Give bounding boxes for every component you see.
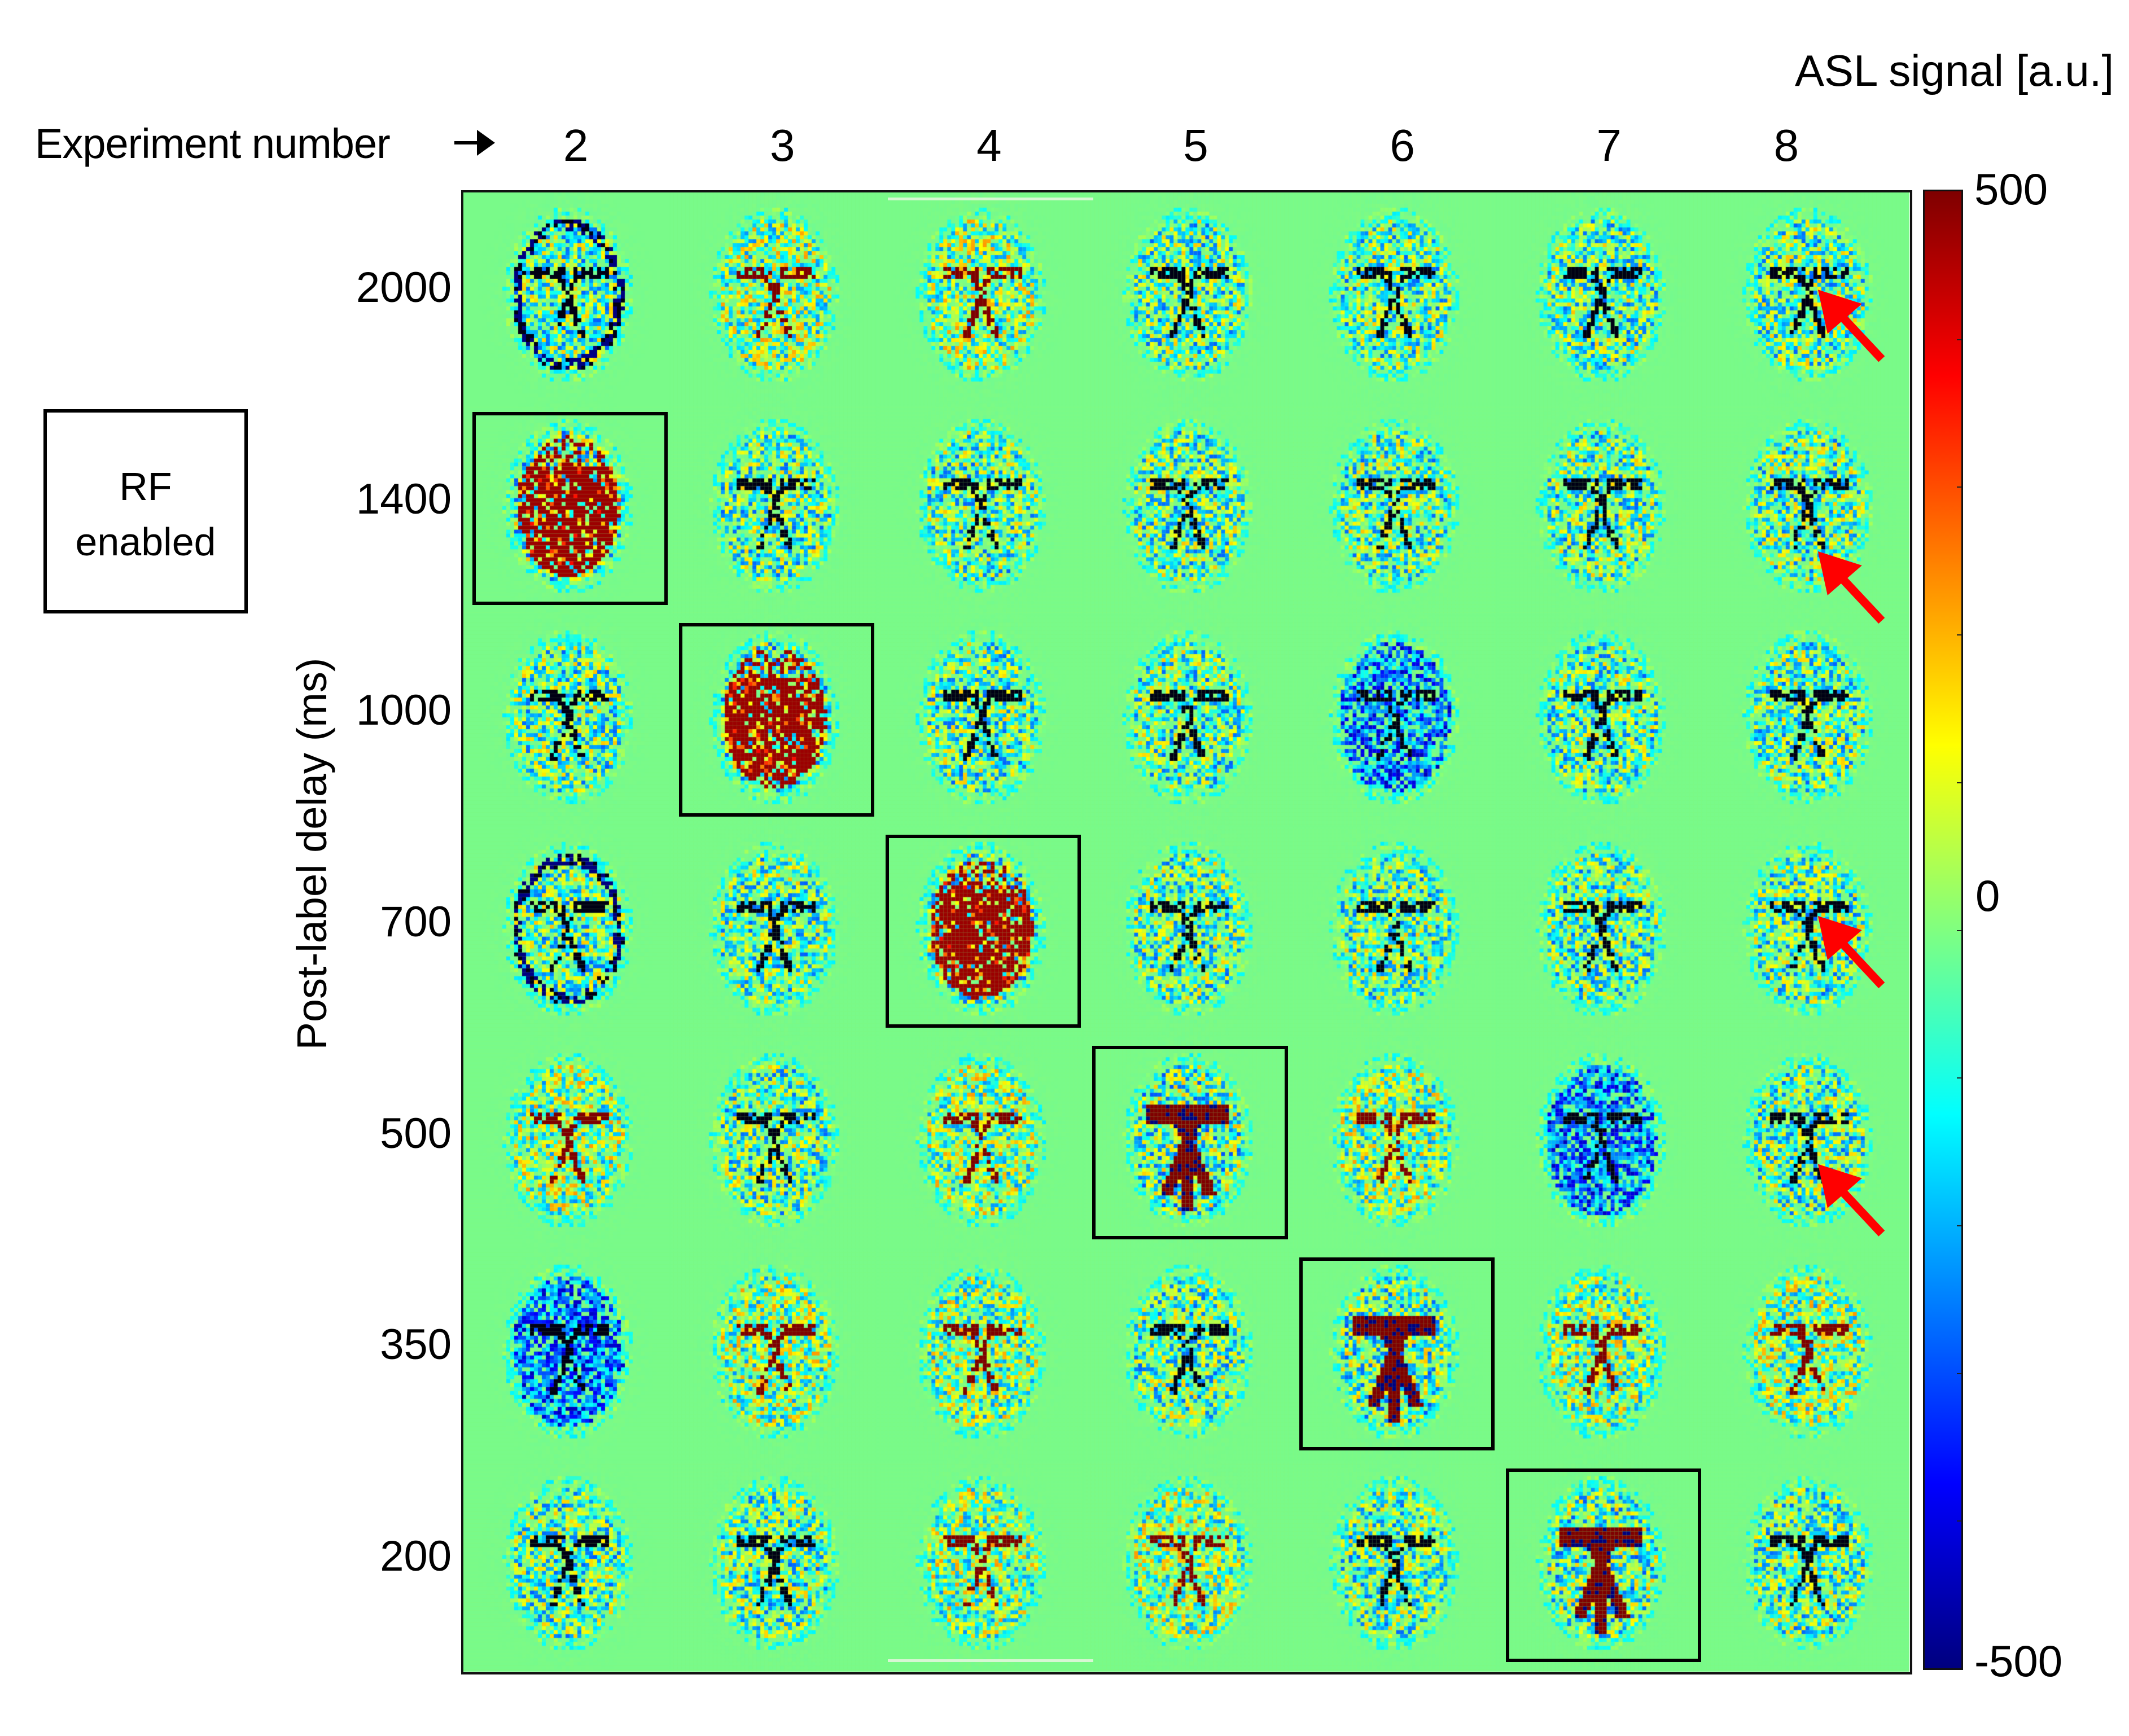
row-label-350: 350	[380, 1321, 452, 1369]
asl-cell-exp6-pld1000	[1290, 615, 1496, 826]
asl-cell-exp8-pld200	[1703, 1460, 1909, 1672]
asl-image-grid-canvas	[463, 192, 1909, 1672]
colorbar	[1923, 190, 1963, 1670]
asl-cell-exp3-pld700	[669, 826, 876, 1038]
row-label-2000: 2000	[356, 264, 452, 312]
column-label-5: 5	[1183, 120, 1208, 170]
colorbar-tick	[1957, 339, 1961, 340]
x-axis-title: Experiment number	[35, 120, 391, 167]
asl-cell-exp5-pld1400	[1083, 404, 1289, 615]
asl-cell-exp8-pld2000	[1703, 192, 1909, 404]
row-label-1400: 1400	[356, 475, 452, 523]
colorbar-tick	[1957, 486, 1961, 488]
column-label-8: 8	[1773, 120, 1799, 170]
column-label-3: 3	[769, 120, 795, 170]
row-label-1000: 1000	[356, 686, 452, 735]
asl-cell-exp7-pld500	[1496, 1037, 1703, 1249]
asl-cell-exp5-pld200	[1083, 1460, 1289, 1672]
row-label-200: 200	[380, 1532, 452, 1580]
rf-enabled-legend-line1: RF	[119, 464, 172, 508]
asl-cell-exp4-pld2000	[876, 192, 1083, 404]
asl-cell-exp4-pld200	[876, 1460, 1083, 1672]
asl-cell-exp2-pld700	[463, 826, 669, 1038]
asl-cell-exp4-pld350	[876, 1249, 1083, 1461]
asl-cell-exp2-pld1400	[463, 404, 669, 615]
colorbar-tick	[1957, 1077, 1961, 1079]
asl-cell-exp8-pld700	[1703, 826, 1909, 1038]
asl-cell-exp2-pld1000	[463, 615, 669, 826]
asl-cell-exp2-pld500	[463, 1037, 669, 1249]
y-axis-title: Post-label delay (ms)	[288, 657, 335, 1050]
asl-cell-exp5-pld500	[1083, 1037, 1289, 1249]
asl-cell-exp4-pld700	[876, 826, 1083, 1038]
column-label-2: 2	[563, 120, 589, 170]
asl-cell-exp3-pld200	[669, 1460, 876, 1672]
asl-cell-exp8-pld1000	[1703, 615, 1909, 826]
colorbar-title: ASL signal [a.u.]	[1795, 46, 2114, 95]
asl-cell-exp6-pld500	[1290, 1037, 1496, 1249]
asl-cell-exp2-pld2000	[463, 192, 669, 404]
column-label-6: 6	[1390, 120, 1415, 170]
rf-enabled-legend-line2: enabled	[75, 520, 216, 564]
right-arrow-icon	[454, 130, 495, 156]
asl-cell-exp4-pld1400	[876, 404, 1083, 615]
colorbar-tick	[1957, 930, 1961, 931]
column-label-7: 7	[1596, 120, 1622, 170]
colorbar-tick	[1957, 782, 1961, 783]
asl-cell-exp8-pld350	[1703, 1249, 1909, 1461]
image-artifact-line-top	[888, 198, 1093, 200]
colorbar-tick	[1957, 1373, 1961, 1374]
asl-cell-exp2-pld200	[463, 1460, 669, 1672]
asl-cell-exp6-pld350	[1290, 1249, 1496, 1461]
asl-cell-exp7-pld2000	[1496, 192, 1703, 404]
colorbar-tick	[1957, 634, 1961, 636]
asl-cell-exp8-pld1400	[1703, 404, 1909, 615]
asl-cell-exp7-pld1400	[1496, 404, 1703, 615]
colorbar-mid-label: 0	[1975, 871, 2000, 920]
colorbar-tick	[1957, 1520, 1961, 1522]
row-label-500: 500	[380, 1109, 452, 1158]
asl-cell-exp6-pld200	[1290, 1460, 1496, 1672]
asl-cell-exp3-pld1400	[669, 404, 876, 615]
asl-cell-exp3-pld1000	[669, 615, 876, 826]
rf-enabled-legend-box: RF enabled	[43, 409, 248, 613]
asl-cell-exp6-pld2000	[1290, 192, 1496, 404]
row-label-700: 700	[380, 898, 452, 946]
colorbar-tick	[1957, 1225, 1961, 1226]
asl-cell-exp7-pld350	[1496, 1249, 1703, 1461]
asl-cell-exp5-pld350	[1083, 1249, 1289, 1461]
image-artifact-line-bottom	[888, 1659, 1093, 1662]
asl-cell-exp4-pld1000	[876, 615, 1083, 826]
asl-cell-exp4-pld500	[876, 1037, 1083, 1249]
asl-cell-exp3-pld500	[669, 1037, 876, 1249]
asl-cell-exp6-pld1400	[1290, 404, 1496, 615]
colorbar-max-label: 500	[1974, 164, 2048, 214]
colorbar-min-label: -500	[1974, 1636, 2063, 1686]
asl-image-grid	[461, 190, 1912, 1674]
asl-cell-exp7-pld700	[1496, 826, 1703, 1038]
asl-cell-exp5-pld700	[1083, 826, 1289, 1038]
asl-cell-exp7-pld1000	[1496, 615, 1703, 826]
asl-cell-exp3-pld350	[669, 1249, 876, 1461]
asl-cell-exp5-pld2000	[1083, 192, 1289, 404]
asl-cell-exp5-pld1000	[1083, 615, 1289, 826]
asl-cell-exp6-pld700	[1290, 826, 1496, 1038]
asl-cell-exp3-pld2000	[669, 192, 876, 404]
asl-cell-exp2-pld350	[463, 1249, 669, 1461]
column-label-4: 4	[976, 120, 1002, 170]
asl-cell-exp8-pld500	[1703, 1037, 1909, 1249]
asl-cell-exp7-pld200	[1496, 1460, 1703, 1672]
